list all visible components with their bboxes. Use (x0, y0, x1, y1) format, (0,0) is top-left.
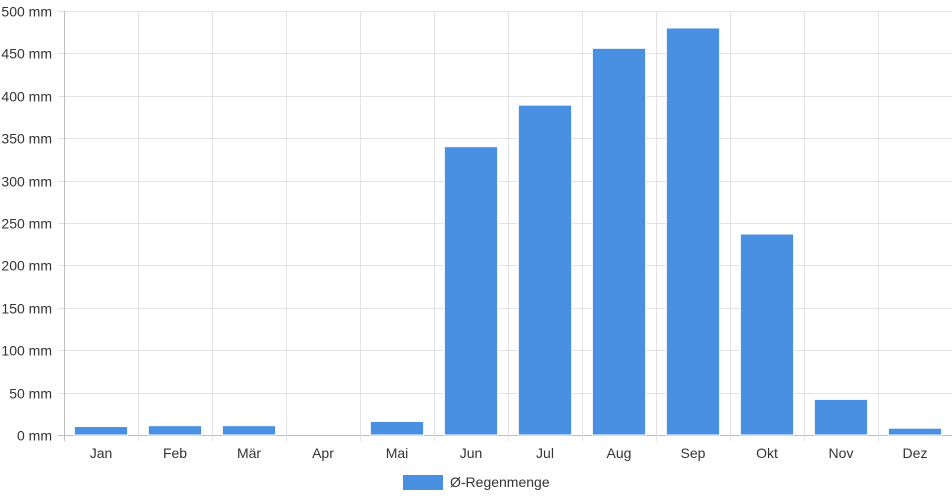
y-tick-label: 150 mm (1, 301, 52, 317)
x-tick-label: Okt (756, 445, 778, 461)
x-tick-label: Jan (90, 445, 113, 461)
x-tick-label: Dez (903, 445, 928, 461)
grid-lines (58, 11, 952, 441)
bar-mai[interactable] (369, 420, 425, 436)
y-tick-label: 350 mm (1, 131, 52, 147)
bars (73, 27, 943, 436)
y-tick-label: 0 mm (17, 428, 52, 444)
x-tick-label: Mai (386, 445, 409, 461)
bar-jan[interactable] (73, 426, 129, 436)
x-tick-label: Nov (829, 445, 854, 461)
x-tick-label: Mär (237, 445, 261, 461)
bar-okt[interactable] (739, 233, 795, 436)
x-tick-label: Aug (607, 445, 632, 461)
x-tick-label: Jun (460, 445, 483, 461)
x-tick-label: Feb (163, 445, 187, 461)
bar-mär[interactable] (221, 425, 277, 436)
axes: 0 mm 50 mm 100 mm 150 mm 200 mm 250 mm 300 mm 3… (1, 4, 927, 462)
bar-jul[interactable] (517, 104, 573, 436)
bar-aug[interactable] (591, 47, 647, 436)
bar-sep[interactable] (665, 27, 721, 436)
y-tick-label: 300 mm (1, 174, 52, 190)
y-tick-label: 400 mm (1, 89, 52, 105)
legend[interactable]: Ø-Regenmenge (403, 474, 550, 490)
bar-dez[interactable] (887, 427, 943, 436)
y-tick-label: 50 mm (9, 386, 52, 402)
y-tick-label: 200 mm (1, 258, 52, 274)
x-tick-label: Jul (536, 445, 554, 461)
y-tick-label: 500 mm (1, 4, 52, 20)
x-tick-label: Apr (312, 445, 334, 461)
bar-jun[interactable] (443, 146, 499, 436)
y-tick-label: 100 mm (1, 343, 52, 359)
legend-swatch[interactable] (403, 475, 443, 490)
x-tick-label: Sep (681, 445, 706, 461)
y-tick-label: 450 mm (1, 46, 52, 62)
bar-feb[interactable] (147, 425, 203, 436)
bar-nov[interactable] (813, 398, 869, 436)
legend-label[interactable]: Ø-Regenmenge (450, 474, 550, 490)
y-tick-label: 250 mm (1, 216, 52, 232)
